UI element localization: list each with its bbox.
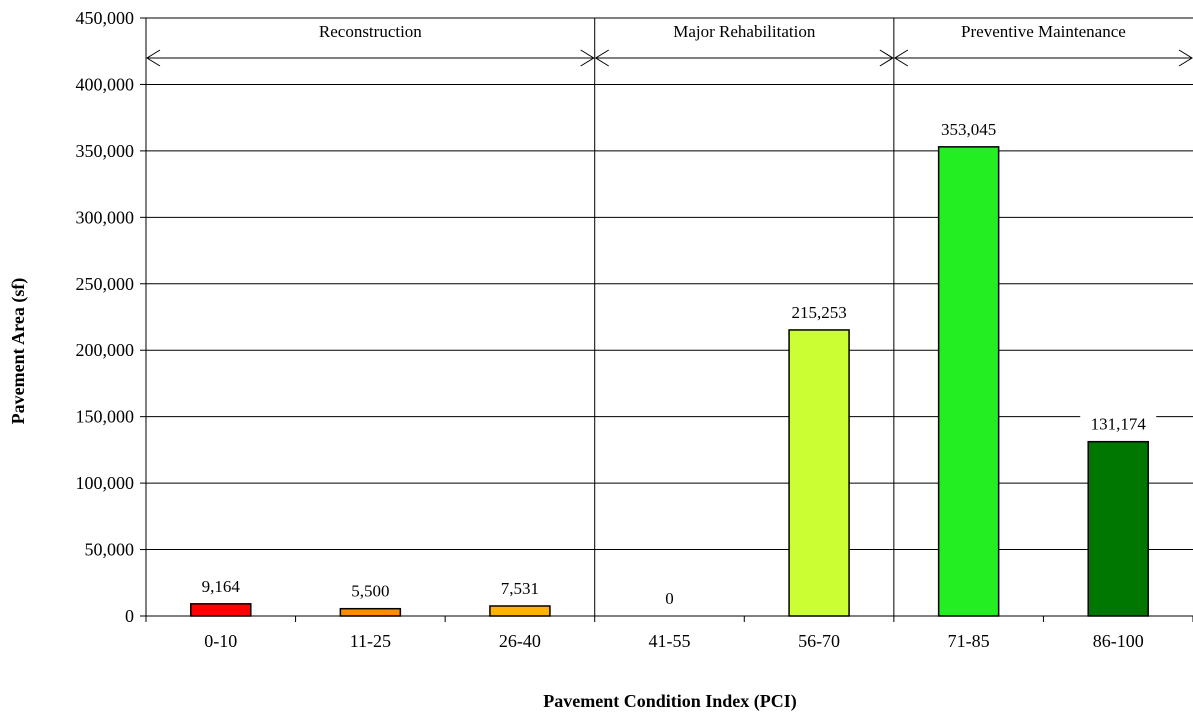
data-label: 0 [665,589,674,608]
data-label: 7,531 [501,579,539,598]
data-label-background [1080,410,1157,435]
data-label-background [332,577,409,602]
y-tick-label: 250,000 [76,274,135,294]
data-label-background [930,115,1007,140]
zone-arrow-head-right [580,49,595,67]
zone-arrow-head-right [879,49,894,67]
zone-arrow-head-left [146,49,161,67]
zone-arrow-head-left [594,49,609,67]
treatment-zones: Reconstruction Major Rehabilitation Preven… [146,18,1193,616]
data-label: 5,500 [351,582,389,601]
x-tick-label: 26-40 [499,631,541,651]
data-label: 215,253 [791,303,846,322]
gridlines [146,17,1193,551]
zone-arrow-head-right [1178,49,1193,67]
x-tick-label: 11-25 [350,631,391,651]
bar [339,607,402,617]
y-axis-title: Pavement Area (sf) [8,278,29,425]
bar [190,603,252,617]
data-label-background [481,574,558,599]
data-label: 9,164 [202,577,241,596]
y-tick-label: 150,000 [76,407,135,427]
data-label-background [182,572,259,597]
x-tick-label: 41-55 [649,631,691,651]
y-tick-label: 100,000 [76,473,135,493]
y-tick-label: 300,000 [76,207,135,227]
bar [937,146,1000,617]
data-label: 353,045 [941,120,996,139]
y-tick-label: 450,000 [76,8,135,28]
zone-label: Major Rehabilitation [673,22,816,41]
data-label: 131,174 [1091,415,1147,434]
x-tick-label: 86-100 [1093,631,1144,651]
axes: 0 50,000 100,000 150,000 200,000 250,000 300,0… [76,8,1193,651]
x-tick-label: 71-85 [948,631,990,651]
y-tick-label: 50,000 [85,540,135,560]
y-tick-label: 200,000 [76,340,135,360]
bar [788,329,850,617]
zone-label: Reconstruction [319,22,422,41]
zone-label: Preventive Maintenance [961,22,1126,41]
data-label-background [781,298,858,323]
zone-arrow-head-left [893,49,909,67]
y-tick-label: 350,000 [76,141,135,161]
data-label-background [631,585,708,609]
x-tick-label: 56-70 [798,631,840,651]
y-tick-label: 400,000 [76,74,135,94]
bar [1087,440,1149,617]
data-labels: 9,164 5,500 7,531 0 215,253 353,045 131,174 [182,115,1157,609]
x-tick-label: 0-10 [204,631,237,651]
x-axis-title: Pavement Condition Index (PCI) [543,691,797,712]
y-tick-label: 0 [125,606,134,626]
bar [489,605,551,617]
